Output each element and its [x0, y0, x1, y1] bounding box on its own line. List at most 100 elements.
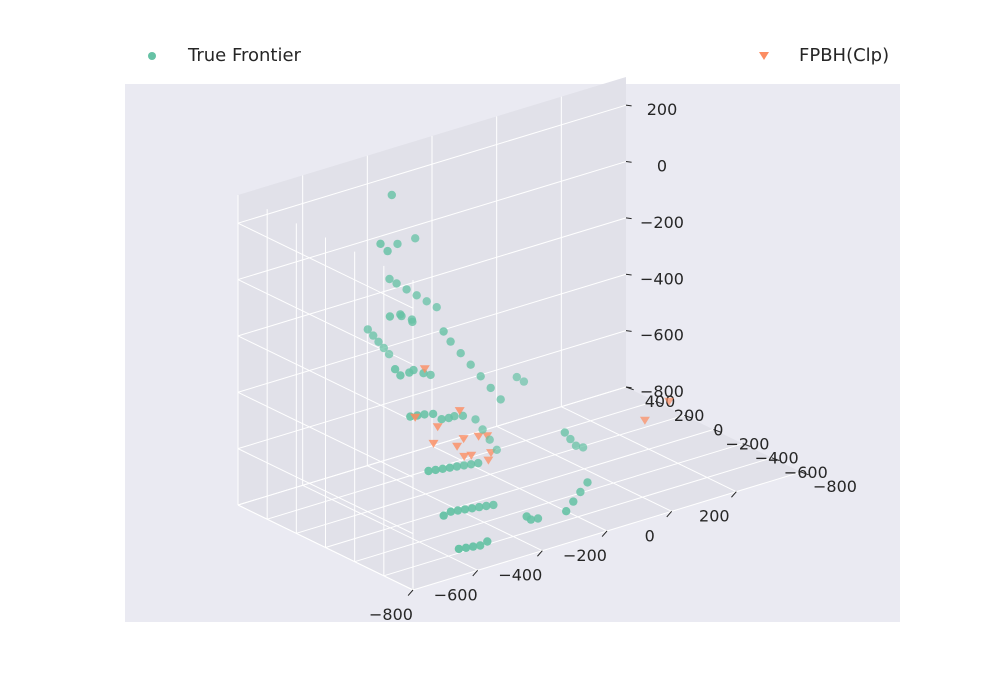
true-frontier-point: [439, 511, 448, 520]
true-frontier-point: [397, 311, 406, 321]
true-frontier-point: [450, 412, 459, 421]
grid-line: [237, 335, 414, 422]
true-frontier-point: [432, 303, 441, 312]
grid-line: [354, 443, 743, 563]
legend: True Frontier FPBH(Clp): [148, 45, 889, 66]
true-frontier-point: [466, 360, 475, 369]
true-frontier-point: [396, 371, 405, 380]
true-frontier-point: [411, 234, 420, 243]
grid-line: [237, 504, 414, 591]
grid-line: [237, 448, 414, 535]
true-frontier-point: [393, 239, 402, 249]
fpbh-point: [483, 456, 494, 465]
x-tick-label: 200: [699, 507, 730, 526]
grid-line: [237, 386, 627, 506]
z-tick-label: 200: [647, 100, 678, 119]
true-frontier-point: [571, 441, 581, 450]
fpbh-point: [410, 413, 421, 422]
grid-line: [237, 330, 627, 450]
fpbh-point: [452, 442, 463, 451]
true-frontier-point: [384, 350, 394, 359]
fpbh-point: [458, 435, 469, 444]
legend-item-fpbh[interactable]: FPBH(Clp): [759, 45, 889, 66]
grid-line: [237, 273, 627, 393]
legend-item-true-frontier[interactable]: True Frontier: [148, 45, 302, 66]
true-frontier-point: [485, 435, 494, 444]
z-tick-tick: [625, 161, 632, 163]
legend-label-true-frontier: True Frontier: [187, 45, 302, 66]
x-tick-label: −600: [434, 585, 478, 604]
y-tick-label: −600: [784, 463, 828, 482]
grid-line: [237, 391, 414, 478]
true-frontier-point: [492, 445, 501, 454]
grid-line: [383, 457, 772, 577]
grid-line: [267, 400, 656, 520]
true-frontier-point: [512, 372, 521, 382]
true-frontier-point: [402, 285, 411, 294]
x-tick-tick: [537, 550, 543, 557]
true-frontier-point: [454, 544, 464, 554]
true-frontier-point: [420, 410, 429, 419]
true-frontier-point: [452, 462, 462, 471]
true-frontier-point: [438, 464, 447, 473]
grid-line: [237, 222, 414, 309]
fpbh-point: [664, 397, 675, 406]
legend-label-fpbh: FPBH(Clp): [799, 45, 889, 66]
z-tick-tick: [625, 273, 632, 276]
x-tick-label: −800: [369, 605, 413, 624]
true-frontier-point: [446, 507, 455, 516]
true-frontier-point: [466, 460, 476, 469]
true-frontier-point: [363, 325, 372, 334]
true-frontier-point: [385, 312, 395, 321]
y-tick-tick: [684, 414, 693, 419]
true-frontier-point: [407, 315, 417, 324]
fpbh-point: [466, 451, 477, 460]
true-frontier-point: [459, 461, 469, 470]
true-frontier-point: [467, 504, 477, 513]
fpbh-point: [428, 439, 439, 448]
y-tick-label: −200: [726, 435, 770, 454]
true-frontier-point: [445, 463, 454, 472]
x-tick-label: −200: [563, 546, 607, 565]
true-frontier-point: [562, 507, 571, 516]
true-frontier-point: [453, 506, 463, 515]
z-tick-tick: [625, 104, 632, 107]
legend-marker-true-frontier: [148, 52, 156, 60]
fpbh-point: [459, 452, 470, 461]
y-tick-label: 400: [645, 392, 676, 411]
x-tick-label: 0: [645, 526, 655, 545]
true-frontier-point: [390, 365, 400, 374]
true-frontier-point: [476, 372, 485, 381]
true-frontier-point: [460, 505, 470, 514]
true-frontier-point: [374, 337, 383, 346]
true-frontier-point: [483, 537, 492, 546]
true-frontier-point: [458, 411, 468, 420]
z-tick-label: 0: [657, 157, 667, 176]
true-frontier-point: [383, 246, 392, 256]
x-tick-tick: [472, 570, 479, 577]
true-frontier-point: [437, 415, 446, 424]
true-frontier-point: [533, 514, 543, 523]
y-tick-label: −800: [813, 477, 857, 496]
fpbh-point: [432, 423, 443, 432]
y-tick-tick: [654, 400, 664, 405]
true-frontier-point: [478, 425, 487, 434]
true-frontier-point: [422, 297, 431, 306]
fpbh-point: [419, 365, 430, 374]
z-tick-label: −200: [640, 213, 684, 232]
true-frontier-point: [387, 190, 396, 200]
true-frontier-point: [409, 365, 418, 375]
true-frontier-point: [576, 487, 585, 497]
z-tick-tick: [625, 217, 632, 220]
y-tick-tick: [742, 443, 751, 447]
y-tick-label: 0: [713, 420, 723, 439]
grid-line: [325, 429, 714, 548]
fpbh-point: [482, 432, 493, 441]
y-tick-tick: [713, 429, 722, 433]
true-frontier-point: [569, 497, 578, 506]
true-frontier-point: [428, 409, 438, 419]
true-frontier-point: [392, 279, 401, 288]
fpbh-point: [639, 416, 650, 425]
x-tick-tick: [666, 511, 673, 518]
